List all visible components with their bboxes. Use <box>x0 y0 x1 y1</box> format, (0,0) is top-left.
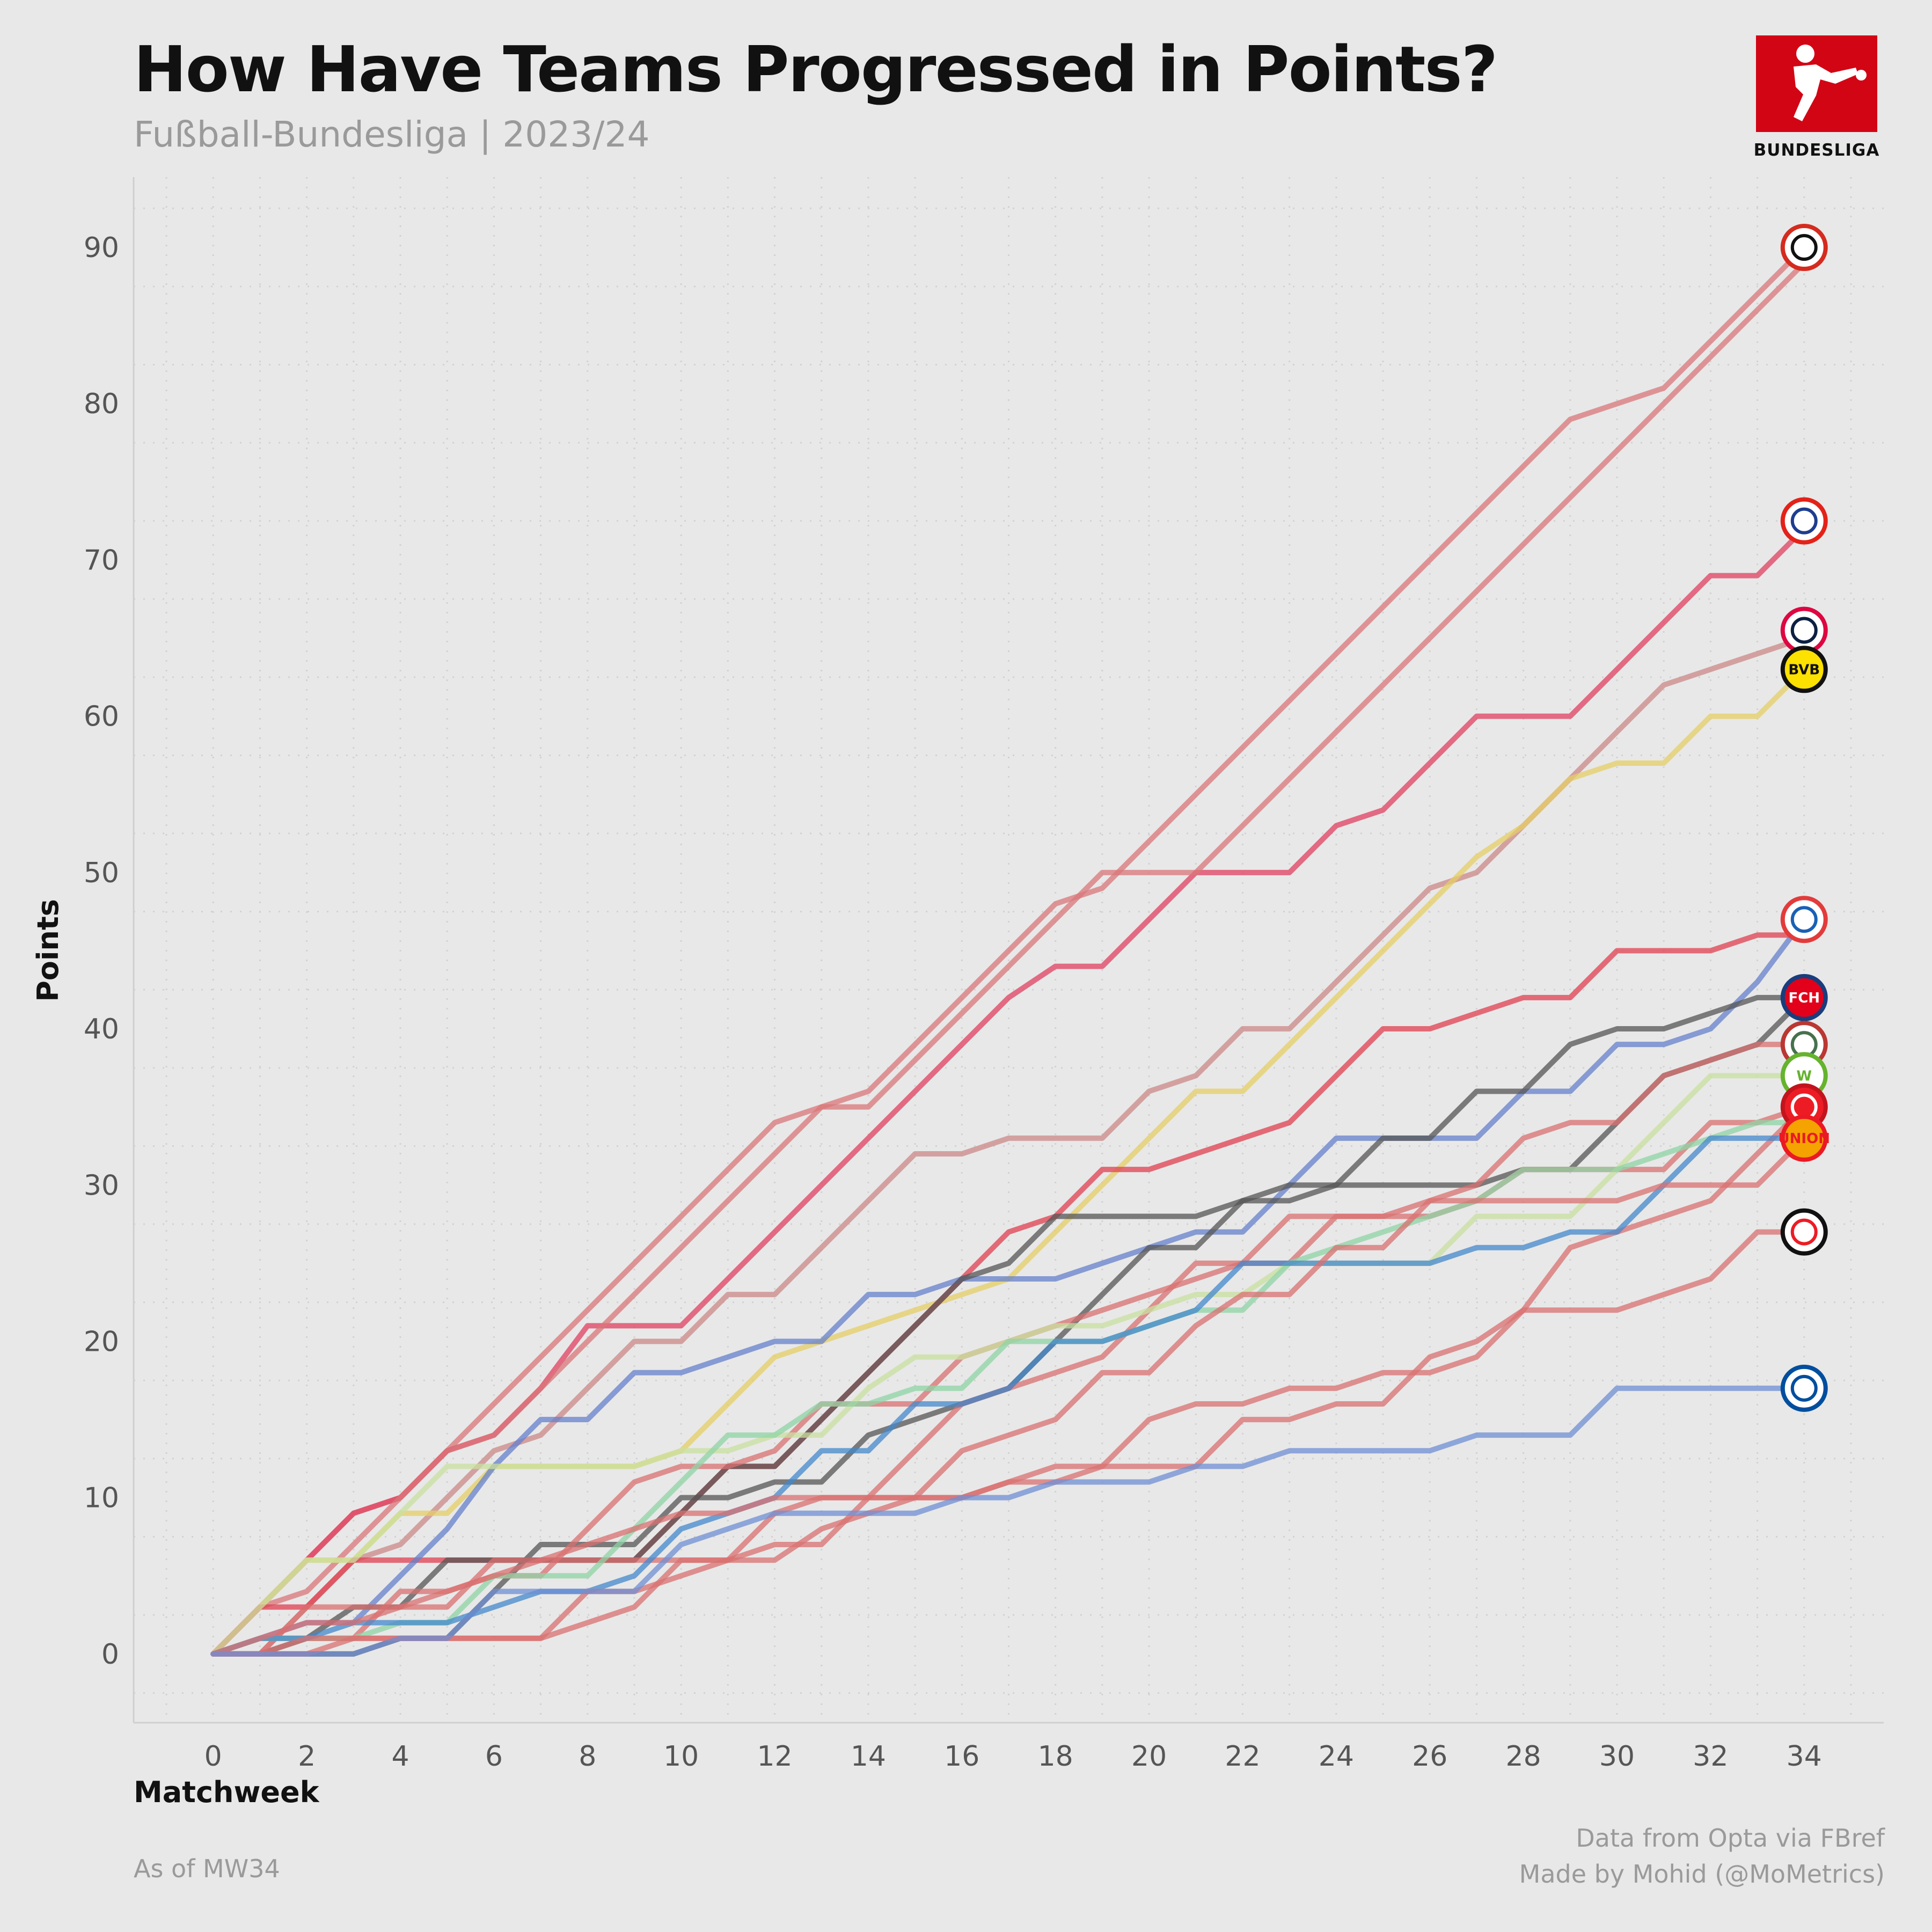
stuttgart-crest-icon <box>1780 497 1828 545</box>
crest-union: UNION <box>1779 1114 1830 1162</box>
rb_leipzig-crest-ring <box>1790 617 1818 644</box>
data-source: Data from Opta via FBref <box>1576 1824 1885 1853</box>
credits: Data from Opta via FBref Made by Mohid (… <box>1519 1820 1885 1892</box>
crest-hoffenheim <box>1780 896 1828 943</box>
wolfsburg-crest-text: W <box>1796 1068 1812 1084</box>
bundesliga-wordmark: BUNDESLIGA <box>1753 141 1880 160</box>
x-tick-label: 10 <box>663 1740 699 1773</box>
union-crest-text: UNION <box>1779 1131 1830 1147</box>
stuttgart-crest-ring <box>1790 507 1818 535</box>
x-tick-label: 12 <box>757 1740 792 1773</box>
x-tick-label: 4 <box>391 1740 409 1773</box>
heidenheim-crest-icon <box>1780 974 1828 1021</box>
series-line-dortmund <box>210 667 1807 1657</box>
rb_leipzig-crest-icon <box>1780 606 1828 654</box>
y-tick-label: 90 <box>84 232 119 264</box>
x-tick-label: 30 <box>1599 1740 1635 1773</box>
dortmund-crest-icon <box>1780 646 1828 693</box>
heidenheim-crest-text: FCH <box>1788 990 1820 1006</box>
y-tick-label: 40 <box>84 1013 119 1045</box>
y-axis-label: Points <box>31 899 65 1002</box>
x-tick-label: 2 <box>298 1740 316 1773</box>
x-tick-label: 16 <box>944 1740 979 1773</box>
crest-stuttgart <box>1780 497 1828 545</box>
hoffenheim-crest-icon <box>1780 896 1828 943</box>
hoffenheim-crest-ring <box>1790 906 1818 933</box>
team-crests: BVB FCH W UNION <box>1779 224 1830 1412</box>
crest-leverkusen <box>1780 224 1828 272</box>
series-line-bayern <box>210 260 1807 1657</box>
series-line-gladbach <box>210 1119 1807 1657</box>
as-of-note: As of MW34 <box>134 1854 280 1883</box>
crest-rb_leipzig <box>1780 606 1828 654</box>
crest-darmstadt <box>1780 1364 1828 1412</box>
series-line-hoffenheim <box>210 932 1807 1657</box>
crest-heidenheim: FCH <box>1780 974 1828 1021</box>
x-tick-label: 34 <box>1787 1740 1822 1773</box>
grid <box>134 177 1884 1723</box>
series-line-werder <box>210 1104 1807 1657</box>
x-axis-label: Matchweek <box>134 1775 320 1809</box>
series-line-koeln <box>210 1229 1807 1657</box>
chart-subtitle: Fußball-Bundesliga | 2023/24 <box>134 114 650 155</box>
koeln-crest-icon <box>1780 1208 1828 1256</box>
x-tick-label: 6 <box>485 1740 503 1773</box>
series-lines <box>210 245 1807 1657</box>
dortmund-crest-text: BVB <box>1788 662 1820 678</box>
crest-koeln <box>1780 1208 1828 1256</box>
y-tick-label: 20 <box>84 1326 119 1358</box>
leverkusen-crest-icon <box>1780 224 1828 272</box>
series-line-union <box>210 1135 1807 1657</box>
axes: 0 2 4 6 8 10 12 14 16 18 20 22 24 26 28 30 32 34010203040… <box>84 177 1884 1773</box>
series-line-leverkusen <box>210 245 1807 1657</box>
series-line-mainz <box>210 1104 1807 1657</box>
x-tick-label: 22 <box>1225 1740 1260 1773</box>
x-tick-label: 18 <box>1038 1740 1073 1773</box>
y-tick-label: 50 <box>84 857 119 889</box>
series-line-darmstadt <box>210 1385 1807 1657</box>
y-tick-label: 60 <box>84 701 119 733</box>
x-tick-label: 8 <box>579 1740 596 1773</box>
x-tick-label: 0 <box>204 1740 222 1773</box>
player-silhouette-icon <box>1794 45 1867 121</box>
author-credit: Made by Mohid (@MoMetrics) <box>1519 1859 1885 1889</box>
y-tick-label: 10 <box>84 1482 119 1514</box>
union-crest-icon <box>1780 1114 1828 1162</box>
x-tick-label: 14 <box>851 1740 886 1773</box>
x-tick-label: 26 <box>1412 1740 1447 1773</box>
bundesliga-logo <box>1756 35 1877 132</box>
series-line-bochum <box>210 1135 1807 1657</box>
y-tick-label: 0 <box>101 1638 119 1671</box>
x-tick-label: 20 <box>1131 1740 1167 1773</box>
chart-title: How Have Teams Progressed in Points? <box>134 32 1498 106</box>
leverkusen-crest-ring <box>1790 234 1818 261</box>
koeln-crest-ring <box>1790 1218 1818 1246</box>
crest-dortmund: BVB <box>1780 646 1828 693</box>
darmstadt-crest-icon <box>1780 1364 1828 1412</box>
x-tick-label: 24 <box>1319 1740 1354 1773</box>
x-tick-label: 28 <box>1506 1740 1541 1773</box>
series-line-frankfurt <box>210 917 1807 1657</box>
y-tick-label: 70 <box>84 544 119 576</box>
y-tick-label: 80 <box>84 388 119 420</box>
darmstadt-crest-ring <box>1790 1374 1818 1402</box>
y-tick-label: 30 <box>84 1169 119 1202</box>
x-tick-label: 32 <box>1693 1740 1728 1773</box>
